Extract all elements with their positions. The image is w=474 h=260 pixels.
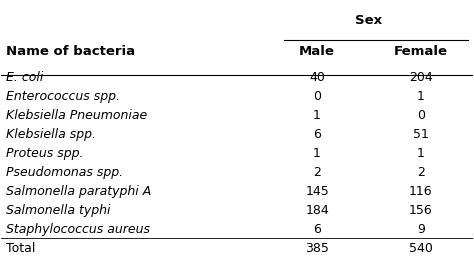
Text: Staphylococcus aureus: Staphylococcus aureus <box>6 223 150 236</box>
Text: 2: 2 <box>313 166 321 179</box>
Text: 145: 145 <box>305 185 329 198</box>
Text: Name of bacteria: Name of bacteria <box>6 45 135 58</box>
Text: Enterococcus spp.: Enterococcus spp. <box>6 90 120 103</box>
Text: 184: 184 <box>305 204 329 217</box>
Text: Salmonella typhi: Salmonella typhi <box>6 204 110 217</box>
Text: 540: 540 <box>409 242 433 255</box>
Text: 6: 6 <box>313 223 321 236</box>
Text: 156: 156 <box>409 204 433 217</box>
Text: 204: 204 <box>409 71 433 84</box>
Text: 9: 9 <box>417 223 425 236</box>
Text: 116: 116 <box>409 185 433 198</box>
Text: E. coli: E. coli <box>6 71 44 84</box>
Text: 1: 1 <box>313 147 321 160</box>
Text: 6: 6 <box>313 128 321 141</box>
Text: 0: 0 <box>417 109 425 122</box>
Text: 1: 1 <box>313 109 321 122</box>
Text: 1: 1 <box>417 90 425 103</box>
Text: Sex: Sex <box>356 14 383 27</box>
Text: Female: Female <box>394 45 448 58</box>
Text: Salmonella paratyphi A: Salmonella paratyphi A <box>6 185 151 198</box>
Text: 40: 40 <box>309 71 325 84</box>
Text: Klebsiella spp.: Klebsiella spp. <box>6 128 96 141</box>
Text: 2: 2 <box>417 166 425 179</box>
Text: 51: 51 <box>413 128 428 141</box>
Text: Klebsiella Pneumoniae: Klebsiella Pneumoniae <box>6 109 147 122</box>
Text: Total: Total <box>6 242 36 255</box>
Text: Proteus spp.: Proteus spp. <box>6 147 83 160</box>
Text: 385: 385 <box>305 242 329 255</box>
Text: Male: Male <box>299 45 335 58</box>
Text: Pseudomonas spp.: Pseudomonas spp. <box>6 166 123 179</box>
Text: 0: 0 <box>313 90 321 103</box>
Text: 1: 1 <box>417 147 425 160</box>
